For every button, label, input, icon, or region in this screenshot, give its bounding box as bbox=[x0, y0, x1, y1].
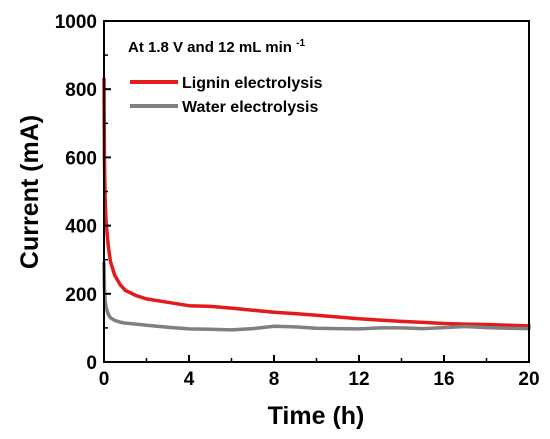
y-tick-label: 1000 bbox=[55, 12, 97, 33]
condition-annotation-text: At 1.8 V and 12 mL min bbox=[128, 39, 292, 56]
series-line-lignin bbox=[102, 77, 531, 328]
x-axis-title: Time (h) bbox=[268, 402, 365, 430]
y-axis-title: Current (mA) bbox=[16, 115, 44, 269]
plot-area bbox=[102, 77, 531, 332]
x-tick-label: 4 bbox=[184, 369, 195, 390]
legend: Lignin electrolysis Water electrolysis bbox=[130, 75, 323, 116]
x-tick-label: 20 bbox=[518, 369, 539, 390]
series-line-water bbox=[102, 261, 531, 332]
x-tick-label: 8 bbox=[269, 369, 280, 390]
plot-frame bbox=[103, 20, 530, 363]
x-tick-label: 16 bbox=[433, 369, 454, 390]
condition-annotation: At 1.8 V and 12 mL min -1 bbox=[128, 38, 305, 56]
legend-label-lignin: Lignin electrolysis bbox=[182, 75, 323, 92]
y-tick-label: 600 bbox=[65, 148, 97, 169]
x-tick-label: 0 bbox=[99, 369, 110, 390]
y-tick-label: 200 bbox=[65, 285, 97, 306]
y-tick-label: 400 bbox=[65, 217, 97, 238]
legend-label-water: Water electrolysis bbox=[182, 99, 318, 116]
condition-annotation-superscript: -1 bbox=[296, 38, 305, 49]
y-tick-label: 800 bbox=[65, 80, 97, 101]
y-tick-label: 0 bbox=[86, 353, 97, 374]
x-tick-label: 12 bbox=[348, 369, 369, 390]
